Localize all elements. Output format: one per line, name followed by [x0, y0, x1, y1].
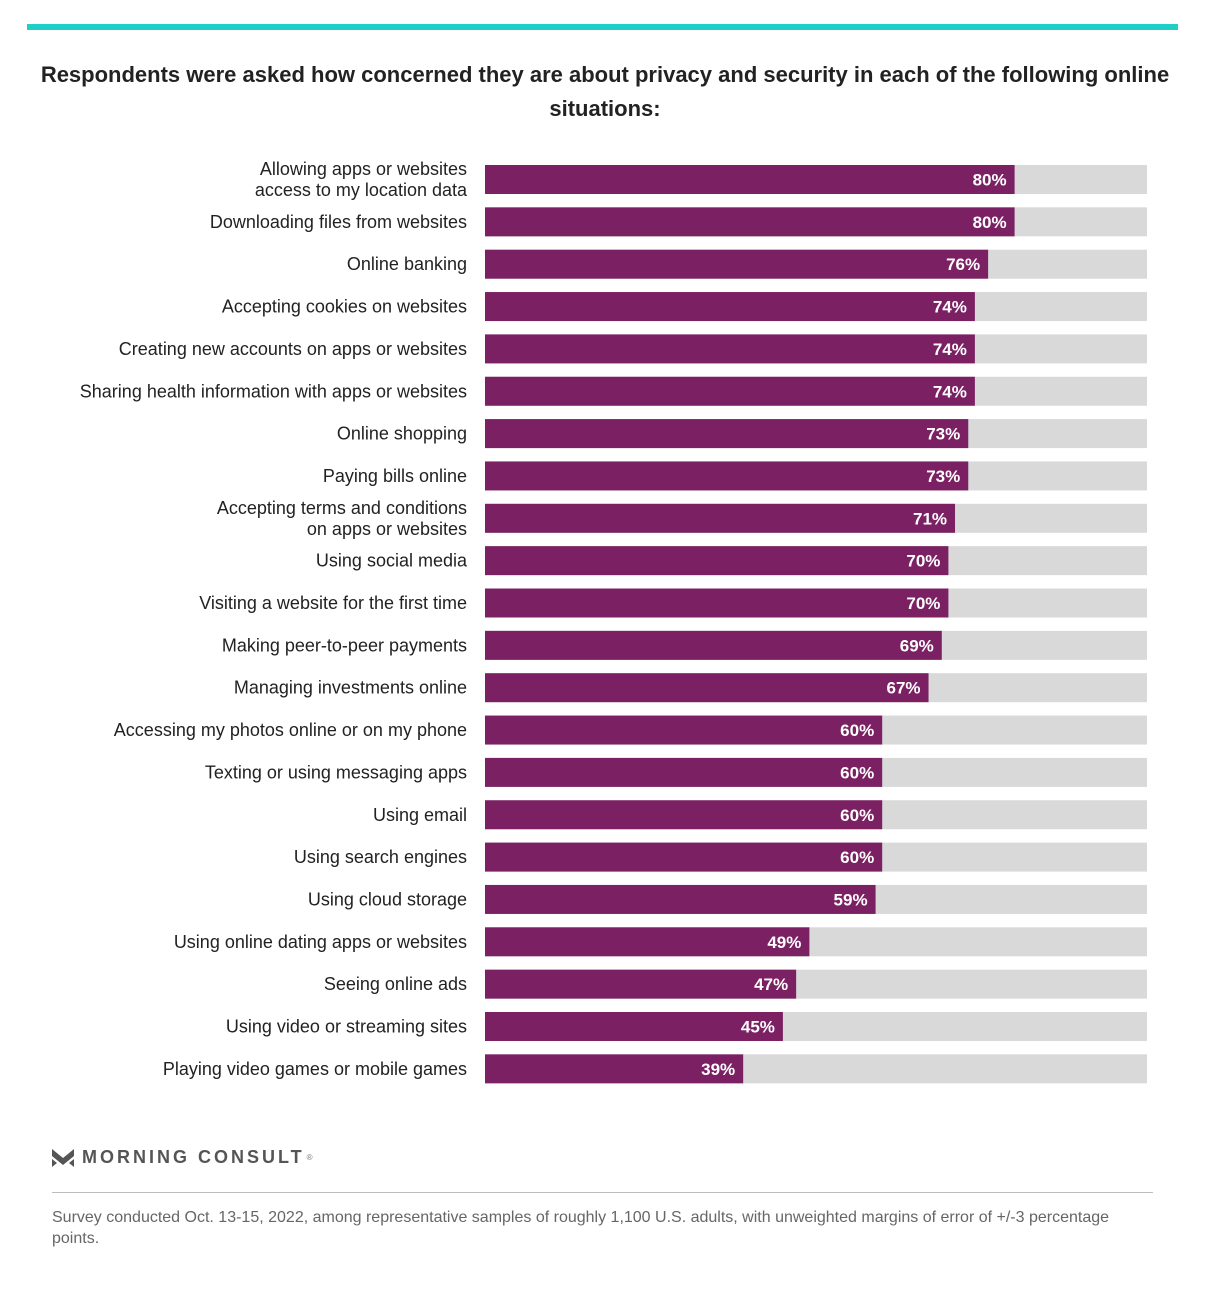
category-label: Online shopping: [337, 424, 467, 444]
category-label: Using social media: [316, 551, 468, 571]
data-label: 70%: [906, 552, 940, 571]
data-label: 59%: [834, 890, 868, 909]
data-label: 69%: [900, 636, 934, 655]
bar-row: 74% Accepting cookies on websites: [222, 292, 1147, 322]
data-label: 73%: [926, 467, 960, 486]
bar-row: 73% Paying bills online: [323, 461, 1147, 491]
bar: [485, 249, 989, 279]
bar: [485, 334, 975, 364]
bar-row: 80% Downloading files from websites: [210, 207, 1147, 237]
category-label: Online banking: [347, 254, 467, 274]
category-label: on apps or websites: [307, 519, 467, 539]
data-label: 45%: [741, 1018, 775, 1037]
bar: [485, 419, 969, 449]
data-label: 60%: [840, 721, 874, 740]
bar-row: 60% Using search engines: [294, 842, 1147, 872]
category-label: Managing investments online: [234, 678, 467, 698]
category-label: Making peer-to-peer payments: [222, 635, 467, 655]
bar-row: 45% Using video or streaming sites: [226, 1012, 1147, 1041]
category-label: Sharing health information with apps or …: [80, 381, 467, 401]
bar-row: 70% Visiting a website for the first time: [199, 588, 1147, 618]
data-label: 80%: [973, 171, 1007, 190]
category-label: Downloading files from websites: [210, 212, 467, 232]
category-label: Using online dating apps or websites: [174, 932, 467, 952]
bar: [485, 715, 883, 745]
category-label: Texting or using messaging apps: [205, 762, 467, 782]
bar-row: 67% Managing investments online: [234, 673, 1147, 703]
chart-title: Respondents were asked how concerned the…: [40, 62, 1170, 121]
bar: [485, 165, 1015, 194]
bar: [485, 1012, 783, 1041]
morning-consult-logo-icon: [52, 1149, 74, 1167]
bar: [485, 1054, 744, 1084]
data-label: 74%: [933, 298, 967, 317]
footer-divider: [52, 1192, 1153, 1193]
data-label: 73%: [926, 425, 960, 444]
bar-row: 74% Creating new accounts on apps or webs…: [119, 334, 1147, 364]
data-label: 70%: [906, 594, 940, 613]
category-label: Seeing online ads: [324, 974, 467, 994]
data-label: 60%: [840, 806, 874, 825]
bar: [485, 207, 1015, 237]
category-label: Using email: [373, 805, 467, 825]
bar: [485, 757, 883, 787]
bar: [485, 503, 956, 533]
bar: [485, 546, 949, 576]
category-label: Visiting a website for the first time: [199, 593, 467, 613]
category-label: access to my location data: [255, 180, 468, 200]
bar: [485, 969, 797, 999]
bar: [485, 800, 883, 830]
bar: [485, 588, 949, 618]
top-accent-rule: [27, 24, 1178, 30]
bar-row: 60% Texting or using messaging apps: [205, 757, 1147, 787]
bar-row: 60% Using email: [373, 800, 1147, 830]
bar: [485, 376, 975, 406]
brand-registered-mark: ®: [306, 1152, 313, 1162]
data-label: 49%: [767, 933, 801, 952]
data-label: 60%: [840, 763, 874, 782]
brand-logo: MORNING CONSULT ®: [52, 1145, 313, 1169]
survey-footnote: Survey conducted Oct. 13-15, 2022, among…: [52, 1209, 1110, 1247]
bar: [485, 673, 929, 703]
data-label: 67%: [887, 679, 921, 698]
category-label: Accepting terms and conditions: [217, 498, 467, 518]
category-label: Paying bills online: [323, 466, 467, 486]
category-label: Using search engines: [294, 847, 467, 867]
category-label: Allowing apps or websites: [260, 159, 467, 179]
data-label: 47%: [754, 975, 788, 994]
data-label: 39%: [701, 1060, 735, 1079]
bar: [485, 884, 876, 914]
bar-row: 70% Using social media: [316, 546, 1147, 576]
bar: [485, 461, 969, 491]
category-label: Creating new accounts on apps or website…: [119, 339, 467, 359]
bar-row: 39% Playing video games or mobile games: [163, 1054, 1147, 1084]
bar-row: 76% Online banking: [347, 249, 1147, 279]
bar-row: 59% Using cloud storage: [308, 884, 1147, 914]
brand-name: MORNING CONSULT: [82, 1146, 305, 1167]
data-label: 80%: [973, 213, 1007, 232]
bar-row: 60% Accessing my photos online or on my p…: [114, 715, 1147, 745]
bar: [485, 927, 810, 957]
data-label: 74%: [933, 340, 967, 359]
category-label: Playing video games or mobile games: [163, 1059, 467, 1079]
data-label: 71%: [913, 509, 947, 528]
data-label: 76%: [946, 255, 980, 274]
bar: [485, 842, 883, 872]
bar-row: 69% Making peer-to-peer payments: [222, 630, 1147, 660]
bar-row: 73% Online shopping: [337, 419, 1147, 449]
category-label: Using cloud storage: [308, 889, 467, 909]
bar: [485, 630, 942, 660]
data-label: 60%: [840, 848, 874, 867]
bar-row: 74% Sharing health information with apps …: [80, 376, 1147, 406]
category-label: Using video or streaming sites: [226, 1017, 467, 1037]
data-label: 74%: [933, 382, 967, 401]
bar-row: 47% Seeing online ads: [324, 969, 1147, 999]
bar-row: 49% Using online dating apps or websites: [174, 927, 1147, 957]
category-label: Accepting cookies on websites: [222, 297, 467, 317]
bar: [485, 292, 975, 322]
category-label: Accessing my photos online or on my phon…: [114, 720, 467, 740]
